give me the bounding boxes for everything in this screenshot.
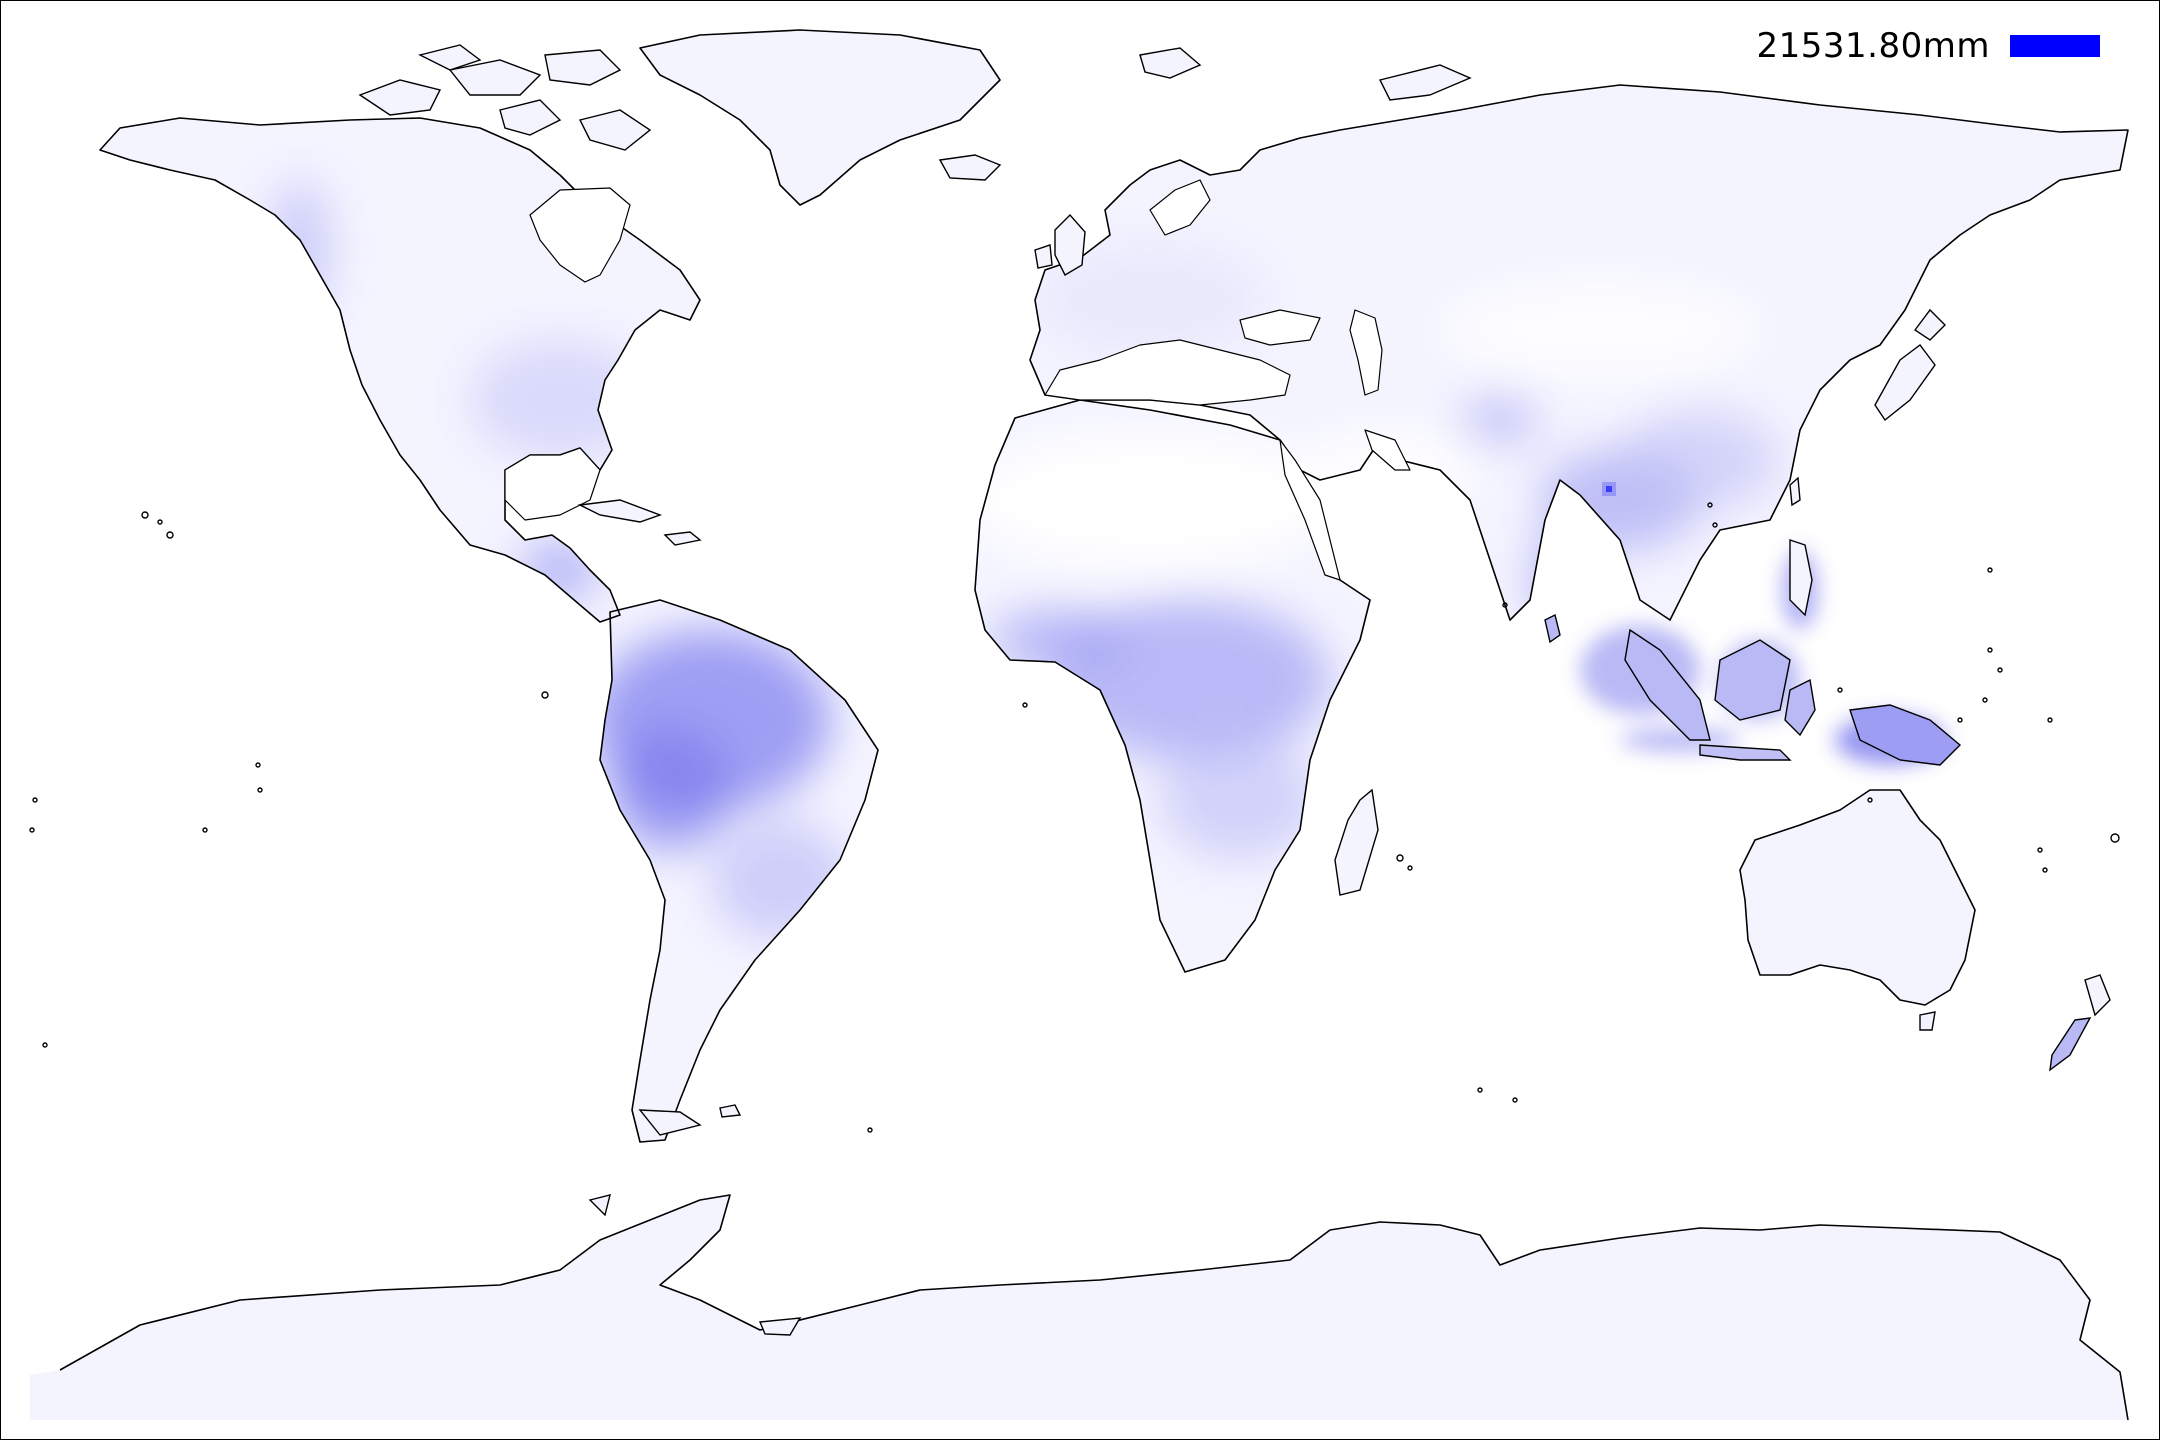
legend-color-swatch <box>2010 35 2100 57</box>
baltic-sea <box>1149 179 1211 236</box>
gulf-of-mexico <box>504 447 601 521</box>
eurasia-coastline <box>1029 84 2129 621</box>
mediterranean-sea <box>1044 339 1291 406</box>
hudson-bay <box>529 187 631 283</box>
persian-gulf <box>1364 429 1411 471</box>
caspian-sea <box>1349 309 1383 396</box>
islands <box>358 44 2111 1336</box>
legend-label: 21531.80mm <box>1756 26 1990 66</box>
red-sea <box>1279 439 1341 581</box>
australia-coastline <box>1739 789 1976 1006</box>
legend: 21531.80mm <box>1757 26 2100 66</box>
antarctica-coastline <box>59 1194 2129 1421</box>
small-islands <box>29 502 2120 1133</box>
black-sea <box>1239 309 1321 346</box>
greenland-coastline <box>639 29 1001 206</box>
